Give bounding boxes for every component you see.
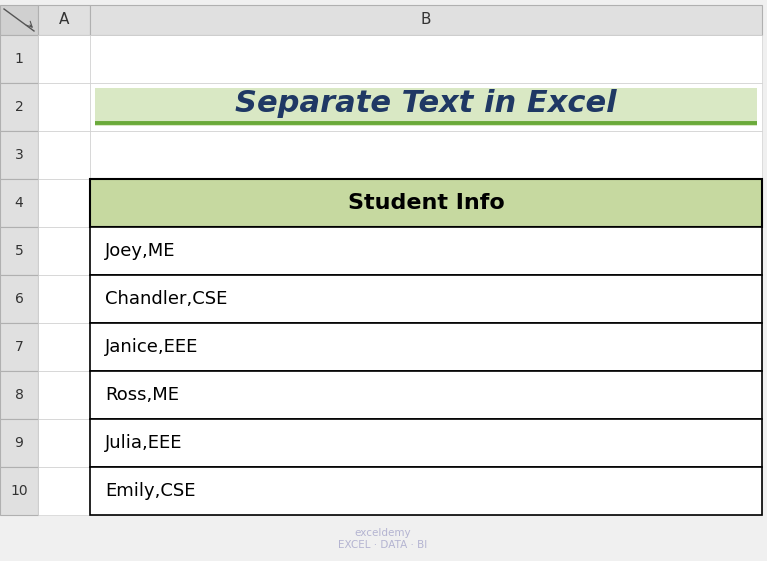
- Bar: [38, 275, 90, 323]
- Bar: [0, 131, 38, 179]
- Bar: [90, 275, 762, 323]
- Bar: [0, 371, 38, 419]
- Bar: [95, 88, 757, 126]
- Bar: [90, 467, 762, 515]
- Bar: [0, 323, 38, 371]
- Text: 4: 4: [15, 196, 23, 210]
- Bar: [0, 419, 38, 467]
- Text: 10: 10: [10, 484, 28, 498]
- Bar: [38, 5, 90, 35]
- Text: 9: 9: [15, 436, 24, 450]
- Text: Joey,ME: Joey,ME: [105, 242, 176, 260]
- Text: 5: 5: [15, 244, 23, 258]
- Bar: [38, 227, 90, 275]
- Bar: [38, 83, 90, 131]
- Text: Ross,ME: Ross,ME: [105, 386, 179, 404]
- Text: Separate Text in Excel: Separate Text in Excel: [235, 90, 617, 118]
- Bar: [90, 371, 762, 419]
- Bar: [90, 227, 762, 275]
- Bar: [90, 323, 762, 371]
- Bar: [90, 419, 762, 467]
- Text: 2: 2: [15, 100, 23, 114]
- Bar: [90, 83, 762, 131]
- Text: 3: 3: [15, 148, 23, 162]
- Bar: [90, 35, 762, 83]
- Text: 7: 7: [15, 340, 23, 354]
- Text: Student Info: Student Info: [347, 193, 505, 213]
- Text: exceldemy
EXCEL · DATA · BI: exceldemy EXCEL · DATA · BI: [338, 528, 428, 550]
- Bar: [38, 323, 90, 371]
- Bar: [0, 227, 38, 275]
- Bar: [90, 227, 762, 275]
- Bar: [38, 179, 90, 227]
- Bar: [90, 275, 762, 323]
- Text: A: A: [59, 12, 69, 27]
- Bar: [90, 467, 762, 515]
- Text: Emily,CSE: Emily,CSE: [105, 482, 196, 500]
- Bar: [90, 5, 762, 35]
- Text: 8: 8: [15, 388, 24, 402]
- Text: Chandler,CSE: Chandler,CSE: [105, 290, 227, 308]
- Text: 1: 1: [15, 52, 24, 66]
- Text: B: B: [421, 12, 431, 27]
- Bar: [38, 35, 90, 83]
- Text: 6: 6: [15, 292, 24, 306]
- Bar: [90, 371, 762, 419]
- Text: Janice,EEE: Janice,EEE: [105, 338, 199, 356]
- Bar: [90, 179, 762, 227]
- Bar: [90, 323, 762, 371]
- Text: Julia,EEE: Julia,EEE: [105, 434, 183, 452]
- Bar: [0, 83, 38, 131]
- Bar: [38, 467, 90, 515]
- Bar: [0, 179, 38, 227]
- Bar: [38, 131, 90, 179]
- Bar: [38, 371, 90, 419]
- Bar: [90, 179, 762, 227]
- Bar: [0, 275, 38, 323]
- Bar: [0, 467, 38, 515]
- Bar: [38, 419, 90, 467]
- Bar: [90, 131, 762, 179]
- Bar: [0, 5, 38, 35]
- Bar: [0, 35, 38, 83]
- Bar: [90, 419, 762, 467]
